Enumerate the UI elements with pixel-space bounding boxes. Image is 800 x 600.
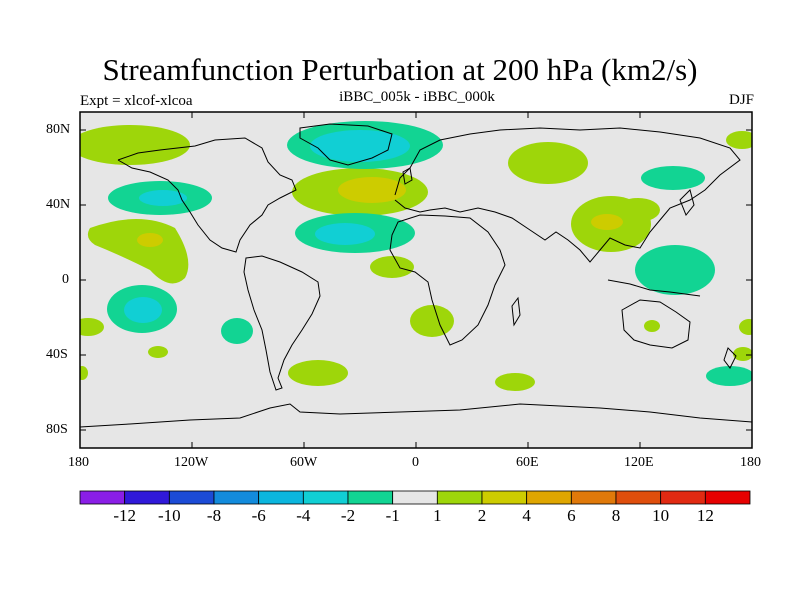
colorbar-label: -10 <box>157 506 181 525</box>
lat-tick-label: 0 <box>62 272 69 287</box>
contour-negative <box>635 245 715 295</box>
contour-negative <box>706 366 752 386</box>
colorbar-swatch <box>570 490 617 505</box>
coastline-south-america <box>243 255 321 391</box>
coastline-uk <box>402 167 413 185</box>
colorbar-swatch <box>660 490 706 505</box>
contour-positive <box>644 320 660 332</box>
coastline-madagascar <box>511 296 521 327</box>
colorbar-swatch <box>79 490 126 505</box>
lat-tick-label: 80N <box>46 122 71 137</box>
contour-positive <box>370 256 414 278</box>
colorbar-label: 2 <box>477 506 487 525</box>
contour-positive <box>616 198 660 222</box>
coastline-north-america <box>117 137 297 253</box>
colorbar-swatch <box>347 490 394 505</box>
coastline-antarctica <box>80 403 752 428</box>
lon-tick-label: 0 <box>412 455 419 470</box>
coastline-africa <box>389 214 506 346</box>
contour-negative-strong <box>139 190 187 206</box>
contour-positive <box>148 346 168 358</box>
season-label: DJF <box>728 92 754 108</box>
contour-negative <box>641 166 705 190</box>
colorbar-swatch <box>481 490 528 505</box>
contour-positive-strong <box>338 177 406 203</box>
colorbar <box>79 490 751 505</box>
contour-positive <box>495 373 535 391</box>
contour-positive <box>80 366 88 380</box>
contour-positive <box>288 360 348 386</box>
contour-negative <box>221 318 253 344</box>
coastline-indonesia <box>607 279 701 297</box>
colorbar-swatch <box>124 490 170 505</box>
lon-tick-label: 180 <box>68 455 89 470</box>
colorbar-label: 10 <box>652 506 670 525</box>
lon-tick-label: 180 <box>740 455 761 470</box>
colorbar-label: -1 <box>385 506 400 525</box>
colorbar-swatch <box>436 490 483 505</box>
colorbar-swatch <box>213 490 260 505</box>
colorbar-swatch <box>615 490 662 505</box>
coastlines <box>80 123 752 428</box>
contour-positive <box>80 125 190 165</box>
colorbar-swatch <box>526 490 572 505</box>
coastline-eurasia <box>394 127 741 263</box>
lon-tick-label: 120E <box>624 455 654 470</box>
lon-tick-label: 60E <box>516 455 539 470</box>
coastline-australia <box>621 299 691 349</box>
colorbar-label: 6 <box>567 506 576 525</box>
coastline-japan <box>679 189 695 216</box>
lat-tick-label: 80S <box>46 422 68 437</box>
colorbar-swatch <box>302 490 349 505</box>
contour-positive-strong <box>591 214 623 230</box>
tick-marks <box>80 112 752 448</box>
colorbar-label: 8 <box>611 506 621 525</box>
contour-negative-strong <box>124 297 162 323</box>
colorbar-label: 12 <box>696 506 714 525</box>
colorbar-label: -12 <box>113 506 136 525</box>
contour-positive-strong <box>137 233 163 247</box>
colorbar-label: -2 <box>340 506 356 525</box>
contour-positive <box>726 131 752 149</box>
contour-positive <box>733 347 752 361</box>
lon-tick-label: 60W <box>290 455 318 470</box>
experiment-label: Expt = xlcof-xlcoa <box>80 93 193 109</box>
colorbar-swatch <box>168 490 215 505</box>
contour-positive <box>410 305 454 337</box>
contour-positive <box>508 142 588 184</box>
colorbar-label: 1 <box>433 506 442 525</box>
colorbar-label: 4 <box>522 506 531 525</box>
lat-tick-label: 40S <box>46 347 68 362</box>
coastline-greenland <box>299 123 393 166</box>
colorbar-label: -6 <box>251 506 266 525</box>
contour-positive <box>87 219 189 284</box>
contour-positive <box>80 318 104 336</box>
lon-tick-label: 120W <box>174 455 209 470</box>
lat-tick-label: 40N <box>46 197 71 212</box>
difference-label: iBBC_005k - iBBC_000k <box>339 89 495 105</box>
coastline-new-zealand <box>723 347 737 369</box>
contour-positive <box>739 319 752 335</box>
colorbar-swatch <box>704 490 751 505</box>
contour-fields <box>80 121 752 391</box>
colorbar-swatch <box>392 490 438 505</box>
colorbar-label: -4 <box>296 506 311 525</box>
colorbar-label: -8 <box>206 506 222 525</box>
plot-title: Streamfunction Perturbation at 200 hPa (… <box>102 52 698 87</box>
colorbar-swatch <box>258 490 304 505</box>
contour-negative-strong <box>310 130 410 162</box>
contour-negative-strong <box>315 223 375 245</box>
